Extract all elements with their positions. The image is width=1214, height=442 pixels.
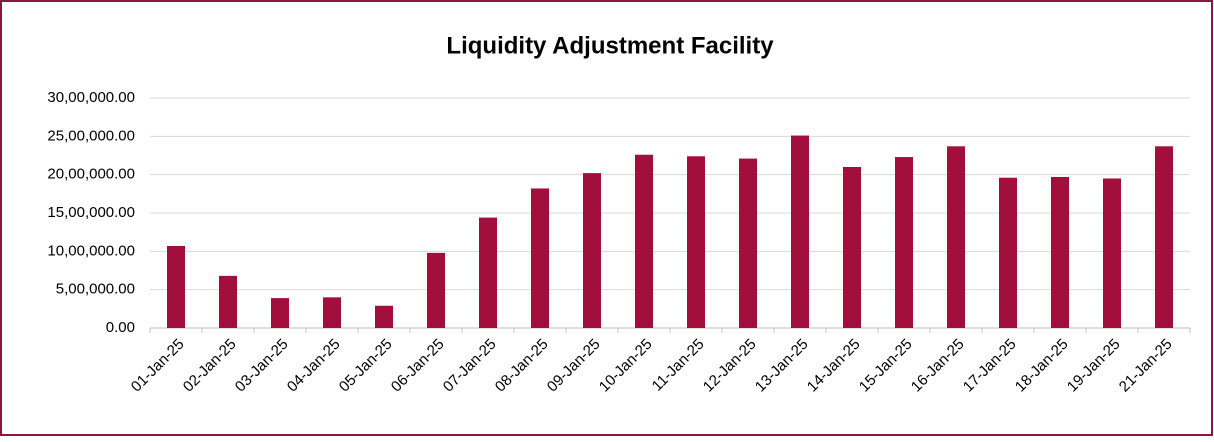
bar <box>1051 176 1069 328</box>
bar <box>999 177 1017 328</box>
bar <box>219 275 237 328</box>
bar <box>531 188 549 328</box>
bar <box>323 297 341 328</box>
bar <box>427 252 445 328</box>
bar <box>583 173 601 328</box>
bar <box>895 157 913 328</box>
bar <box>843 167 861 328</box>
bar <box>739 158 757 328</box>
bar <box>635 154 653 328</box>
bar <box>1155 146 1173 328</box>
y-tick-label: 5,00,000.00 <box>56 281 135 298</box>
bar <box>479 217 497 328</box>
y-tick-label: 15,00,000.00 <box>47 204 135 221</box>
bar <box>167 245 185 328</box>
y-tick-label: 10,00,000.00 <box>47 242 135 259</box>
bar <box>947 146 965 328</box>
bar <box>271 298 289 328</box>
y-tick-label: 30,00,000.00 <box>47 89 135 106</box>
chart-title: Liquidity Adjustment Facility <box>446 32 774 59</box>
y-tick-label: 0.00 <box>106 319 135 336</box>
bar <box>687 156 705 328</box>
bar <box>791 135 809 328</box>
bar <box>375 305 393 328</box>
y-tick-label: 25,00,000.00 <box>47 127 135 144</box>
bar <box>1103 178 1121 328</box>
y-tick-label: 20,00,000.00 <box>47 166 135 183</box>
